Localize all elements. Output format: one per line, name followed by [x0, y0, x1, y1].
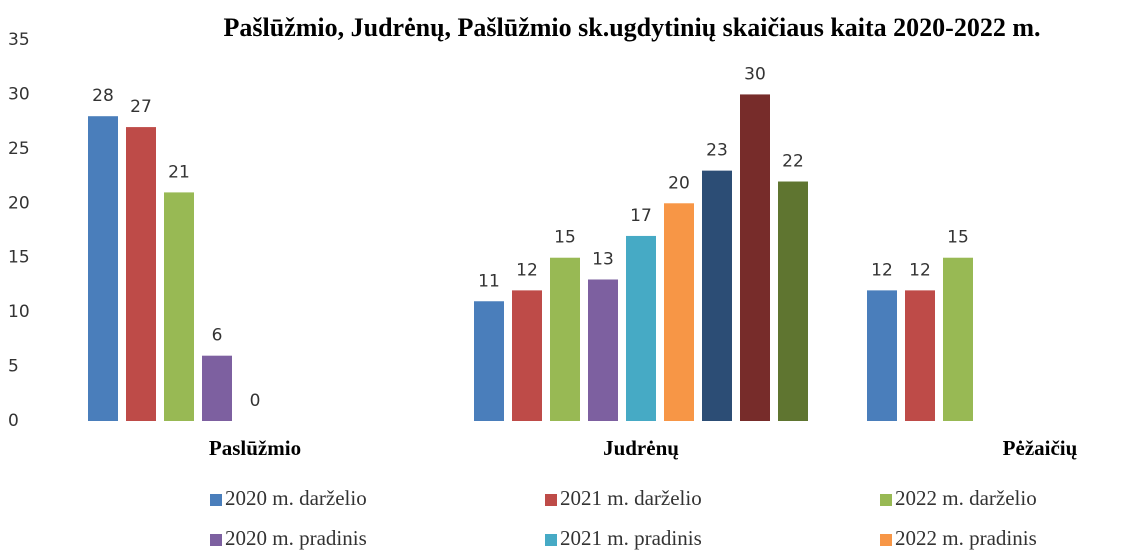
data-label: 21: [168, 162, 190, 182]
y-tick-label: 20: [8, 193, 30, 213]
legend-label: 2022 m. darželio: [895, 486, 1037, 510]
x-tick-label: Paslūžmio: [209, 436, 301, 460]
x-tick-label: Judrėnų: [603, 436, 679, 460]
y-tick-label: 35: [8, 30, 30, 50]
bar: [202, 355, 232, 421]
bar: [126, 127, 156, 421]
data-label: 6: [212, 326, 223, 346]
bar: [88, 116, 118, 421]
y-tick-label: 5: [8, 357, 19, 377]
data-label: 23: [706, 141, 728, 161]
bar: [626, 235, 656, 421]
x-tick-label: Pėžaičių: [1003, 436, 1078, 460]
legend-label: 2021 m. darželio: [560, 486, 702, 510]
y-tick-label: 15: [8, 248, 30, 268]
y-tick-label: 30: [8, 84, 30, 104]
bar: [867, 290, 897, 421]
data-label: 20: [668, 173, 690, 193]
y-tick-label: 10: [8, 302, 30, 322]
data-label: 12: [871, 260, 893, 280]
legend-label: 2020 m. pradinis: [225, 526, 367, 550]
bar: [474, 301, 504, 421]
chart-title: Pašlūžmio, Judrėnų, Pašlūžmio sk.ugdytin…: [224, 13, 1041, 42]
data-label: 30: [744, 64, 766, 84]
data-label: 0: [250, 391, 261, 411]
legend-label: 2020 m. darželio: [225, 486, 367, 510]
legend-label: 2021 m. pradinis: [560, 526, 702, 550]
legend-swatch: [210, 534, 222, 546]
data-label: 28: [92, 86, 114, 106]
bar: [164, 192, 194, 421]
y-tick-label: 25: [8, 139, 30, 159]
data-label: 22: [782, 152, 804, 172]
bar: [588, 279, 618, 421]
data-label: 15: [947, 228, 969, 248]
data-label: 27: [130, 97, 152, 117]
bar: [943, 257, 973, 421]
bar: [512, 290, 542, 421]
legend-swatch: [880, 534, 892, 546]
data-label: 13: [592, 249, 614, 269]
bar: [778, 181, 808, 421]
data-label: 12: [516, 260, 538, 280]
bar: [550, 257, 580, 421]
data-label: 11: [478, 271, 500, 291]
legend-swatch: [880, 494, 892, 506]
bar: [905, 290, 935, 421]
legend-label: 2022 m. pradinis: [895, 526, 1037, 550]
data-label: 17: [630, 206, 652, 226]
y-tick-label: 0: [8, 411, 19, 431]
bar: [702, 170, 732, 421]
bar: [664, 203, 694, 421]
legend-swatch: [545, 494, 557, 506]
legend-swatch: [545, 534, 557, 546]
data-label: 12: [909, 260, 931, 280]
bar: [740, 94, 770, 421]
data-label: 15: [554, 228, 576, 248]
legend-swatch: [210, 494, 222, 506]
